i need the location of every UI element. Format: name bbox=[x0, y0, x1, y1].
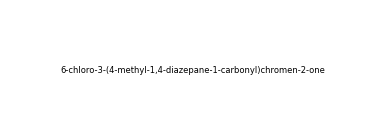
Text: 6-chloro-3-(4-methyl-1,4-diazepane-1-carbonyl)chromen-2-one: 6-chloro-3-(4-methyl-1,4-diazepane-1-car… bbox=[61, 66, 325, 74]
